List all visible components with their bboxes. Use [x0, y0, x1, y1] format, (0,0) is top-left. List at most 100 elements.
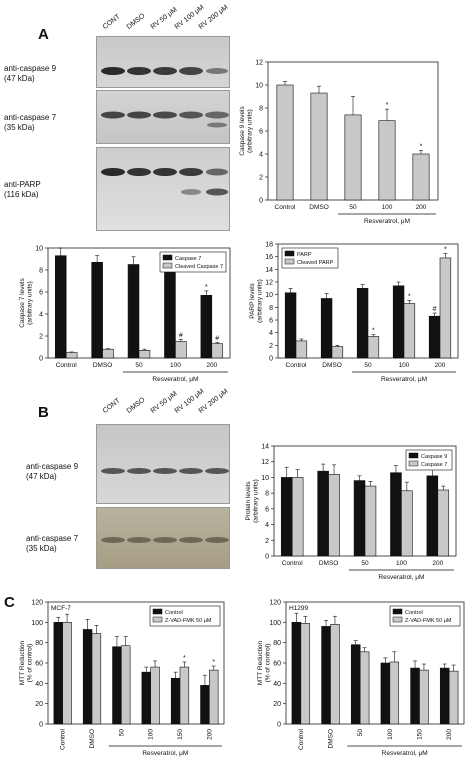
x-tick-label: 100 — [399, 362, 410, 369]
y-tick-label: 18 — [265, 242, 273, 249]
x-tick-label: 150 — [417, 729, 424, 740]
significance-mark: * — [372, 328, 375, 335]
y-tick-label: 8 — [269, 305, 273, 312]
y-tick-label: 8 — [259, 106, 263, 113]
blot-image-parp-a — [96, 147, 230, 231]
bar — [331, 346, 344, 359]
y-tick-label: 2 — [259, 175, 263, 182]
blot-image-caspase7-b — [96, 507, 230, 569]
chart-mtt-mcf7: 0 20 40 60 80 100 120 MTT Reduction(% of contro… — [19, 600, 225, 757]
lane-label: DMSO — [125, 12, 147, 31]
bar — [127, 264, 140, 359]
x-tick-label: Control — [56, 362, 78, 369]
x-tick-label: 50 — [364, 362, 372, 369]
bar — [356, 288, 369, 359]
legend-swatch — [152, 616, 163, 623]
significance-mark: # — [179, 332, 183, 339]
legend-swatch — [162, 262, 173, 269]
bar — [54, 255, 67, 359]
y-tick-label: 12 — [261, 459, 269, 466]
blot-protein: anti-caspase 7 — [26, 534, 79, 543]
x-tick-label: 200 — [432, 560, 443, 567]
legend-label: PARP — [297, 252, 312, 258]
legend-label: Caspase 9 — [421, 454, 447, 460]
y-tick-label: 60 — [273, 661, 281, 668]
bar — [439, 667, 450, 725]
y-axis-label-line: PARP levels — [249, 282, 256, 318]
y-tick-label: 10 — [265, 292, 273, 299]
significance-mark: * — [444, 247, 447, 254]
y-tick-label: 4 — [259, 152, 263, 159]
lane-labels-b: CONT DMSO RV 50 μM RV 100 μM RV 200 μM — [96, 380, 230, 422]
y-tick-label: 6 — [259, 129, 263, 136]
y-tick-label: 2 — [269, 343, 273, 350]
bar — [344, 114, 362, 201]
legend-label: Z-VAD-FMK 50 μM — [405, 618, 452, 624]
y-tick-label: 0 — [39, 722, 43, 729]
blot-label-caspase7-a: anti-caspase 7 (35 kDa) — [4, 113, 56, 133]
y-axis-label-line: (% of control) — [265, 644, 272, 683]
x-axis-label: Resveratrol, μM — [152, 376, 198, 383]
y-axis-label-line: (arbitrary units) — [27, 281, 34, 325]
x-tick-label: DMSO — [322, 362, 342, 369]
y-tick-label: 14 — [265, 267, 273, 274]
y-tick-label: 0 — [39, 356, 43, 363]
x-tick-label: 200 — [206, 729, 213, 740]
band-row — [101, 67, 228, 75]
y-axis-label-line: Caspase 7 levels — [19, 278, 26, 328]
y-tick-label: 12 — [255, 60, 263, 67]
blot-protein: anti-caspase 7 — [4, 113, 57, 122]
blot-protein: anti-caspase 9 — [26, 462, 79, 471]
y-axis-label: MTT Reduction(% of control) — [19, 640, 34, 685]
legend-label: Caspase 7 — [421, 462, 447, 468]
bar — [276, 84, 294, 201]
legend-label: Z-VAD-FMK 50 μM — [165, 618, 212, 624]
bar — [390, 472, 402, 557]
bar — [291, 477, 304, 557]
blot-label-caspase7-b: anti-caspase 7 (35 kDa) — [26, 534, 78, 554]
x-tick-label: 100 — [382, 204, 393, 211]
band-row — [101, 537, 229, 543]
y-axis-label-line: Caspase 9 levels — [239, 106, 246, 156]
x-tick-label: Control — [275, 204, 297, 211]
bar — [320, 298, 333, 359]
x-tick-label: 50 — [357, 729, 364, 737]
x-tick-label: 150 — [177, 729, 184, 740]
bar — [164, 271, 176, 359]
x-tick-label: 50 — [349, 204, 357, 211]
y-tick-label: 2 — [265, 538, 269, 545]
x-tick-label: 50 — [135, 362, 143, 369]
bar — [412, 153, 430, 201]
bar — [317, 470, 329, 557]
blot-weight: (47 kDa) — [26, 472, 57, 481]
y-tick-label: 20 — [35, 701, 43, 708]
bar — [175, 341, 187, 359]
blot-protein: anti-PARP — [4, 180, 41, 189]
band-row — [101, 111, 229, 128]
bar — [426, 475, 439, 557]
y-axis-label-line: Protein levels — [245, 481, 252, 521]
bar — [428, 315, 441, 359]
y-axis-label: MTT Reduction(% of control) — [257, 640, 272, 685]
bar — [380, 662, 391, 725]
bar — [150, 666, 160, 725]
x-tick-label: 100 — [170, 362, 181, 369]
bar — [367, 336, 380, 359]
bar — [284, 292, 297, 359]
bar — [437, 489, 450, 557]
band-row — [101, 168, 228, 196]
y-tick-label: 40 — [273, 681, 281, 688]
bar — [403, 303, 416, 359]
y-tick-label: 10 — [35, 246, 43, 253]
significance-mark: * — [408, 293, 411, 300]
x-axis-label: Resveratrol, μM — [142, 750, 188, 757]
lane-label: DMSO — [125, 396, 147, 415]
x-tick-label: 100 — [387, 729, 394, 740]
bar — [300, 623, 311, 725]
y-tick-label: 0 — [277, 722, 281, 729]
significance-mark: * — [205, 284, 208, 291]
y-tick-label: 0 — [269, 356, 273, 363]
bar — [378, 120, 396, 201]
x-tick-label: 200 — [206, 362, 217, 369]
bar — [359, 651, 370, 725]
